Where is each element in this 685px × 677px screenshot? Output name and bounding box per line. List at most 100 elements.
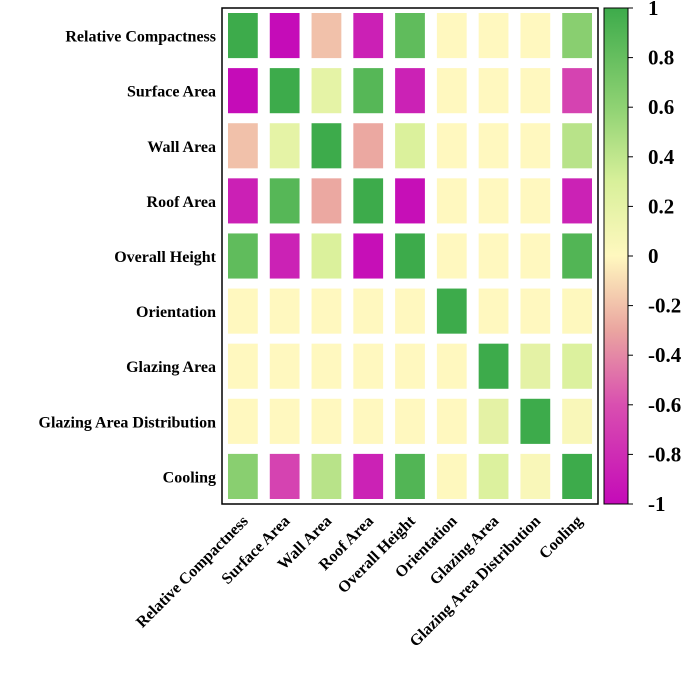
heatmap-cell bbox=[353, 233, 384, 279]
heatmap-cell bbox=[311, 123, 342, 169]
heatmap-cell bbox=[228, 453, 258, 499]
heatmap-cell bbox=[478, 233, 509, 279]
heatmap-cell bbox=[478, 398, 509, 444]
heatmap-cell bbox=[436, 68, 467, 114]
row-label: Glazing Area bbox=[126, 359, 216, 376]
heatmap-cell bbox=[311, 288, 342, 334]
colorbar-tick-label: -0.6 bbox=[648, 393, 681, 417]
colorbar-tick-label: 0.2 bbox=[648, 194, 674, 218]
heatmap-cells bbox=[228, 13, 592, 499]
column-label: Cooling bbox=[536, 513, 586, 563]
heatmap-cell bbox=[269, 13, 300, 59]
heatmap-cell bbox=[436, 178, 467, 224]
heatmap-cell bbox=[269, 398, 300, 444]
colorbar-tick-label: -0.2 bbox=[648, 294, 681, 318]
heatmap-cell bbox=[562, 398, 592, 444]
heatmap-cell bbox=[520, 233, 551, 279]
heatmap-cell bbox=[353, 123, 384, 169]
heatmap-cell bbox=[562, 343, 592, 389]
heatmap-cell bbox=[478, 68, 509, 114]
colorbar-tick-label: 1 bbox=[648, 0, 659, 20]
heatmap-cell bbox=[395, 233, 425, 279]
heatmap-cell bbox=[353, 178, 384, 224]
heatmap-cell bbox=[311, 68, 342, 114]
colorbar-tick-label: -0.4 bbox=[648, 343, 682, 367]
heatmap-cell bbox=[436, 288, 467, 334]
heatmap-cell bbox=[395, 178, 425, 224]
heatmap-cell bbox=[478, 343, 509, 389]
colorbar-tick-label: 0.6 bbox=[648, 95, 674, 119]
heatmap-cell bbox=[228, 233, 258, 279]
row-label: Wall Area bbox=[147, 139, 216, 156]
heatmap-cell bbox=[436, 343, 467, 389]
heatmap-cell bbox=[520, 343, 551, 389]
heatmap-cell bbox=[269, 178, 300, 224]
row-label: Roof Area bbox=[147, 194, 216, 211]
colorbar bbox=[603, 7, 629, 505]
heatmap-cell bbox=[228, 288, 258, 334]
colorbar-tick-label: 0 bbox=[648, 244, 659, 268]
heatmap-cell bbox=[478, 288, 509, 334]
heatmap-cell bbox=[436, 13, 467, 59]
heatmap-cell bbox=[520, 13, 551, 59]
heatmap-cell bbox=[269, 233, 300, 279]
heatmap-cell bbox=[520, 288, 551, 334]
heatmap-cell bbox=[228, 398, 258, 444]
heatmap-cell bbox=[395, 288, 425, 334]
row-label: Overall Height bbox=[114, 249, 216, 266]
heatmap-cell bbox=[478, 123, 509, 169]
heatmap-cell bbox=[228, 178, 258, 224]
heatmap-cell bbox=[353, 68, 384, 114]
heatmap-cell bbox=[562, 233, 592, 279]
row-label: Glazing Area Distribution bbox=[39, 414, 217, 431]
row-label: Orientation bbox=[136, 304, 216, 321]
colorbar-tick-label: 0.4 bbox=[648, 145, 675, 169]
heatmap-cell bbox=[311, 233, 342, 279]
heatmap-cell bbox=[269, 453, 300, 499]
heatmap-cell bbox=[520, 398, 551, 444]
heatmap-cell bbox=[436, 453, 467, 499]
heatmap-cell bbox=[353, 343, 384, 389]
heatmap-cell bbox=[395, 453, 425, 499]
row-label: Surface Area bbox=[127, 84, 216, 101]
colorbar-ticks: 1 0.8 0.6 0.4 0.2 0 -0.2 -0.4 -0.6 -0.8 -1 bbox=[628, 0, 682, 516]
heatmap-cell bbox=[228, 343, 258, 389]
heatmap-cell bbox=[395, 13, 425, 59]
colorbar-tick-label: -1 bbox=[648, 492, 666, 516]
heatmap-cell bbox=[520, 68, 551, 114]
heatmap-cell bbox=[228, 123, 258, 169]
heatmap-cell bbox=[520, 123, 551, 169]
heatmap-cell bbox=[269, 68, 300, 114]
heatmap-cell bbox=[269, 123, 300, 169]
heatmap-cell bbox=[311, 13, 342, 59]
heatmap-frame bbox=[221, 7, 599, 505]
heatmap-cell bbox=[478, 178, 509, 224]
colorbar-tick-label: -0.8 bbox=[648, 442, 681, 466]
heatmap-cell bbox=[562, 288, 592, 334]
heatmap-cell bbox=[436, 123, 467, 169]
heatmap-cell bbox=[395, 68, 425, 114]
row-labels: Relative Compactness Surface Area Wall Are… bbox=[39, 29, 217, 487]
heatmap-cell bbox=[478, 453, 509, 499]
heatmap-cell bbox=[353, 398, 384, 444]
heatmap-cell bbox=[562, 68, 592, 114]
row-label: Relative Compactness bbox=[65, 29, 216, 46]
heatmap-cell bbox=[436, 398, 467, 444]
heatmap-cell bbox=[562, 453, 592, 499]
heatmap-cell bbox=[311, 453, 342, 499]
heatmap-cell bbox=[269, 343, 300, 389]
heatmap-cell bbox=[353, 453, 384, 499]
heatmap-cell bbox=[228, 13, 258, 59]
colorbar-tick-label: 0.8 bbox=[648, 46, 674, 70]
heatmap-cell bbox=[395, 123, 425, 169]
heatmap-cell bbox=[228, 68, 258, 114]
heatmap-cell bbox=[395, 398, 425, 444]
heatmap-cell bbox=[311, 178, 342, 224]
heatmap-cell bbox=[395, 343, 425, 389]
heatmap-cell bbox=[436, 233, 467, 279]
heatmap-cell bbox=[353, 13, 384, 59]
heatmap-cell bbox=[478, 13, 509, 59]
heatmap-cell bbox=[562, 13, 592, 59]
